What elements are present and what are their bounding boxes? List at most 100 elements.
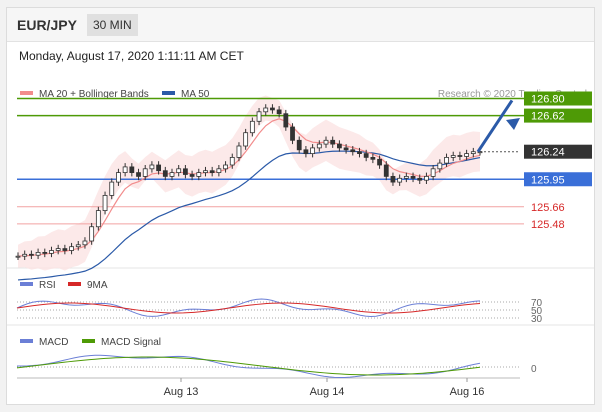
candle-body bbox=[343, 147, 349, 151]
candle-body bbox=[55, 248, 61, 251]
ma20-legend-swatch bbox=[20, 91, 33, 95]
candle-body bbox=[323, 139, 329, 145]
ma50-line bbox=[17, 150, 481, 281]
candle-body bbox=[377, 158, 382, 166]
candle-body bbox=[370, 156, 376, 160]
candle-body bbox=[397, 177, 403, 183]
candle-body bbox=[109, 181, 115, 196]
candle-body bbox=[249, 120, 255, 134]
candle-body bbox=[276, 109, 282, 115]
candle-body bbox=[403, 175, 409, 179]
forecast-arrowhead bbox=[506, 118, 520, 130]
candle-body bbox=[437, 162, 443, 170]
macd-legend-swatch bbox=[20, 339, 33, 343]
macd-tick-label: 0 bbox=[531, 364, 537, 375]
candle-body bbox=[62, 248, 68, 251]
candle-body bbox=[290, 126, 295, 141]
candle-body bbox=[477, 151, 483, 154]
macd-signal-legend-swatch bbox=[82, 339, 95, 343]
candle-body bbox=[22, 253, 28, 257]
candle-body bbox=[116, 172, 121, 183]
rsi-tick-label: 50 bbox=[531, 306, 543, 317]
candle-body bbox=[149, 164, 155, 170]
support-level-label: 125.66 bbox=[531, 202, 565, 214]
candle-body bbox=[390, 175, 396, 183]
candle-body bbox=[450, 155, 456, 158]
bollinger-band-area bbox=[18, 95, 480, 271]
candle-body bbox=[223, 164, 228, 170]
candle-body bbox=[330, 139, 336, 145]
nine-ma-line bbox=[16, 302, 481, 314]
candle-body bbox=[156, 164, 162, 172]
candle-body bbox=[28, 253, 34, 256]
candle-body bbox=[256, 111, 262, 122]
candle-body bbox=[89, 226, 95, 242]
support-level-label: 125.48 bbox=[531, 219, 565, 231]
candle-body bbox=[69, 246, 74, 251]
candle-body bbox=[15, 255, 21, 258]
macd-legend-label: MACD bbox=[39, 337, 68, 348]
ma50-legend-swatch bbox=[162, 91, 175, 95]
timeframe-badge[interactable]: 30 MIN bbox=[87, 14, 138, 36]
candle-body bbox=[350, 149, 356, 153]
candle-body bbox=[263, 107, 269, 113]
macd-line bbox=[16, 354, 481, 379]
candle-body bbox=[216, 168, 222, 174]
rsi-tick-label: 30 bbox=[531, 314, 543, 325]
candle-body bbox=[243, 132, 249, 147]
candle-body bbox=[35, 251, 41, 256]
candle-body bbox=[82, 240, 88, 246]
candle-body bbox=[357, 151, 362, 154]
x-tick-label: Aug 16 bbox=[450, 386, 485, 398]
rsi-legend-swatch bbox=[20, 282, 33, 286]
candle-body bbox=[189, 174, 195, 177]
current-price-label: 126.24 bbox=[531, 147, 565, 159]
nine-ma-legend-swatch bbox=[68, 282, 81, 286]
candle-body bbox=[316, 143, 322, 149]
nine-ma-legend-label: 9MA bbox=[87, 280, 108, 291]
candle-body bbox=[383, 164, 389, 177]
candle-body bbox=[49, 250, 54, 254]
candle-body bbox=[203, 170, 208, 173]
candle-body bbox=[196, 172, 202, 177]
candle-body bbox=[303, 149, 309, 155]
candle-body bbox=[457, 155, 463, 157]
candle-body bbox=[336, 143, 342, 149]
credit-text: Research © 2020 Trading Central bbox=[438, 89, 587, 100]
ma20-line bbox=[17, 118, 481, 257]
candle-body bbox=[470, 151, 476, 154]
resistance-tag bbox=[524, 108, 592, 123]
pivot-tag bbox=[524, 172, 592, 187]
ma50-legend-label: MA 50 bbox=[181, 89, 210, 100]
macd-signal-line bbox=[16, 356, 481, 376]
macd-signal-legend-label: MACD Signal bbox=[101, 337, 161, 348]
candle-body bbox=[310, 147, 316, 154]
candle-body bbox=[75, 244, 81, 248]
candle-body bbox=[236, 145, 242, 158]
x-tick-label: Aug 14 bbox=[310, 386, 345, 398]
candle-body bbox=[95, 210, 101, 228]
candle-body bbox=[296, 139, 302, 151]
rsi-tick-label: 70 bbox=[531, 298, 543, 309]
candle-body bbox=[410, 175, 416, 179]
candle-body bbox=[182, 168, 188, 175]
candle-body bbox=[363, 153, 369, 158]
candle-body bbox=[136, 172, 141, 177]
candle-body bbox=[417, 177, 423, 181]
candle-body bbox=[424, 175, 429, 181]
candle-body bbox=[122, 166, 128, 173]
resistance-tag bbox=[524, 91, 592, 106]
candle-body bbox=[464, 153, 470, 157]
rsi-legend-label: RSI bbox=[39, 280, 56, 291]
chart-header: EUR/JPY 30 MIN bbox=[7, 8, 594, 42]
ma20-legend-label: MA 20 + Bollinger Bands bbox=[39, 89, 149, 100]
current-price-tag bbox=[524, 144, 592, 159]
candle-body bbox=[270, 107, 275, 111]
candle-body bbox=[209, 170, 215, 173]
currency-pair-title: EUR/JPY bbox=[17, 17, 77, 33]
candle-body bbox=[129, 166, 135, 173]
candle-body bbox=[176, 168, 182, 174]
forecast-arrow bbox=[476, 99, 514, 153]
candle-body bbox=[42, 251, 48, 254]
